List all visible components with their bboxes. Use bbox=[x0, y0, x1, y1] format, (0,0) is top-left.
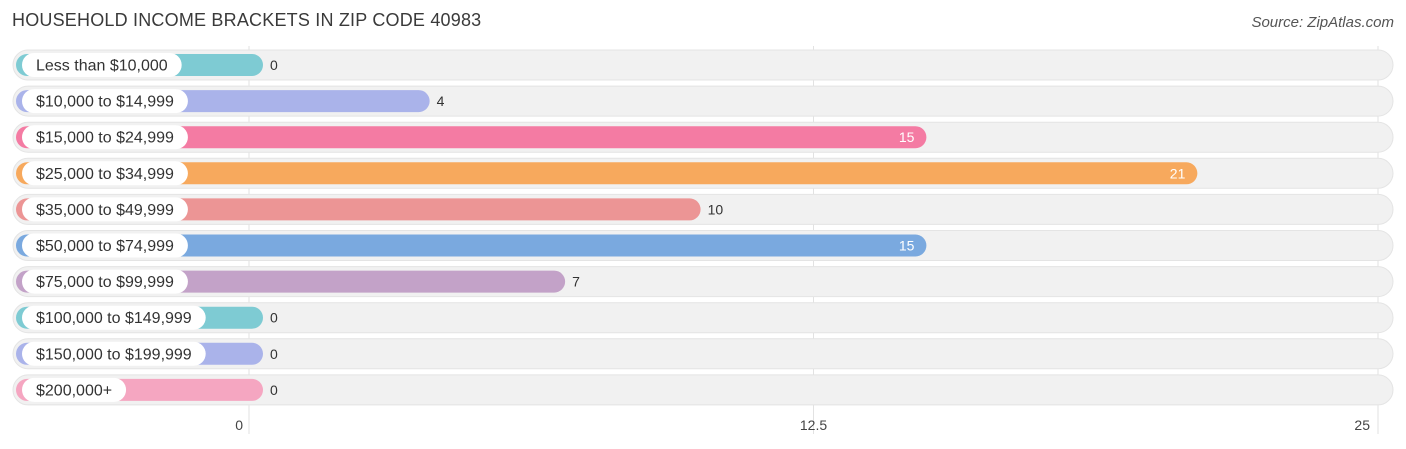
bar-row: $50,000 to $74,999 15 bbox=[12, 230, 1394, 261]
bar-rows: Less than $10,000 0 $10,000 to $14,999 4 $15… bbox=[12, 49, 1394, 406]
category-label: $75,000 to $99,999 bbox=[36, 274, 174, 291]
bar-row: $10,000 to $14,999 4 bbox=[12, 85, 1394, 117]
value-label: 4 bbox=[437, 93, 445, 109]
chart-title: HOUSEHOLD INCOME BRACKETS IN ZIP CODE 40… bbox=[12, 10, 482, 30]
bar-row: $15,000 to $24,999 15 bbox=[12, 121, 1394, 153]
category-label: $25,000 to $34,999 bbox=[36, 166, 174, 183]
category-label: $50,000 to $74,999 bbox=[36, 238, 174, 255]
category-label: $150,000 to $199,999 bbox=[36, 346, 192, 363]
bar-row: $150,000 to $199,999 0 bbox=[12, 338, 1394, 370]
bar bbox=[16, 198, 701, 221]
bar-row: $100,000 to $149,999 0 bbox=[12, 302, 1394, 334]
category-label: $10,000 to $14,999 bbox=[36, 94, 174, 111]
category-label: $35,000 to $49,999 bbox=[36, 202, 174, 219]
x-tick-label: 12.5 bbox=[800, 417, 827, 433]
chart-source: Source: ZipAtlas.com bbox=[1251, 14, 1394, 31]
row-track bbox=[12, 302, 1394, 334]
bar bbox=[16, 162, 1198, 185]
category-label: $15,000 to $24,999 bbox=[36, 130, 174, 147]
bar-row: $25,000 to $34,999 21 bbox=[12, 157, 1394, 189]
value-label: 0 bbox=[270, 310, 278, 326]
bar bbox=[16, 234, 927, 257]
row-track bbox=[12, 374, 1394, 406]
value-label: 15 bbox=[899, 238, 915, 254]
bar-row: $35,000 to $49,999 10 bbox=[12, 193, 1394, 225]
bar-row: Less than $10,000 0 bbox=[12, 49, 1394, 81]
category-pill bbox=[22, 89, 188, 114]
value-label: 21 bbox=[1170, 165, 1186, 181]
row-track bbox=[12, 338, 1394, 370]
category-pill bbox=[22, 233, 188, 258]
x-axis-ticks: 0 12.5 25 bbox=[235, 417, 1370, 433]
bar-row: $75,000 to $99,999 7 bbox=[12, 266, 1394, 298]
value-label: 10 bbox=[708, 201, 724, 217]
x-tick-label: 0 bbox=[235, 417, 243, 433]
category-label: Less than $10,000 bbox=[36, 58, 168, 75]
row-track bbox=[12, 49, 1394, 81]
bar bbox=[16, 126, 927, 149]
bar-row: $200,000+ 0 bbox=[12, 374, 1394, 406]
category-label: $100,000 to $149,999 bbox=[36, 310, 192, 327]
x-tick-label: 25 bbox=[1354, 417, 1370, 433]
category-pill bbox=[22, 377, 127, 402]
category-pill bbox=[22, 269, 188, 294]
value-label: 0 bbox=[270, 57, 278, 73]
value-label: 0 bbox=[270, 346, 278, 362]
category-pill bbox=[22, 161, 188, 186]
category-pill bbox=[22, 341, 206, 366]
category-pill bbox=[22, 53, 182, 77]
value-label: 0 bbox=[270, 382, 278, 398]
category-pill bbox=[22, 305, 206, 330]
value-label: 15 bbox=[899, 129, 915, 145]
category-pill bbox=[22, 197, 188, 222]
category-pill bbox=[22, 125, 188, 150]
value-label: 7 bbox=[572, 274, 580, 290]
category-label: $200,000+ bbox=[36, 382, 112, 399]
